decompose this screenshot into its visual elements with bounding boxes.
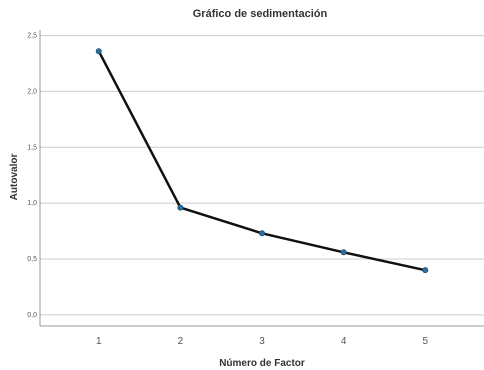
- data-point: [340, 249, 347, 256]
- x-axis-label: Número de Factor: [219, 358, 305, 369]
- series-layer: [95, 48, 429, 274]
- x-tick-label: 5: [422, 336, 428, 347]
- data-point: [422, 267, 429, 274]
- chart-title: Gráfico de sedimentación: [193, 8, 328, 20]
- y-tick-label: 0,0: [27, 312, 37, 319]
- data-point: [95, 48, 102, 55]
- data-point: [177, 204, 184, 211]
- x-tick-label: 4: [341, 336, 347, 347]
- data-point: [258, 230, 265, 237]
- y-tick-label: 2,5: [27, 33, 37, 40]
- grid-layer: [40, 35, 484, 316]
- x-tick-label: 3: [259, 336, 265, 347]
- series-line: [97, 49, 427, 272]
- axis-layer: 0,0 0,5 1,0 1,5 2,0 2,5 1 2 3 4 5: [27, 30, 484, 347]
- y-axis-label: Autovalor: [9, 154, 20, 201]
- y-tick-label: 0,5: [27, 256, 37, 263]
- x-tick-label: 1: [96, 336, 102, 347]
- y-tick-label: 2,0: [27, 88, 37, 95]
- y-tick-label: 1,5: [27, 144, 37, 151]
- x-tick-label: 2: [178, 336, 184, 347]
- y-tick-label: 1,0: [27, 200, 37, 207]
